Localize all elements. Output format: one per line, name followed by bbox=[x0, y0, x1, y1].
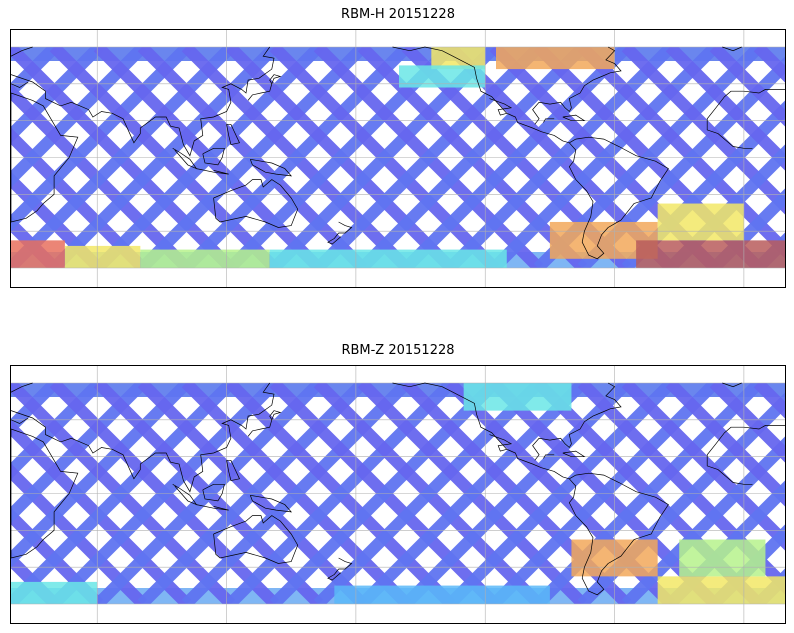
coastline bbox=[11, 417, 29, 424]
map-plot-rbm-z bbox=[11, 366, 785, 623]
coastline bbox=[11, 92, 79, 223]
coastlines-2 bbox=[11, 382, 785, 596]
coastline bbox=[338, 557, 353, 570]
coastline bbox=[196, 504, 229, 511]
coastline bbox=[11, 81, 29, 88]
coastline bbox=[338, 221, 353, 234]
value-region bbox=[399, 65, 486, 88]
coastline bbox=[722, 382, 742, 388]
gridlines-2 bbox=[11, 366, 785, 623]
coastline bbox=[172, 147, 198, 170]
value-region bbox=[64, 245, 141, 268]
coastline bbox=[11, 46, 33, 57]
coastline bbox=[226, 123, 241, 146]
chart-title-rbm-h: RBM-H 20151228 bbox=[341, 7, 455, 22]
coastline bbox=[11, 46, 275, 157]
coastline bbox=[568, 136, 669, 260]
north-margin bbox=[11, 366, 785, 383]
coastline bbox=[213, 179, 299, 228]
value-regions-1 bbox=[11, 47, 785, 268]
value-region bbox=[269, 249, 507, 268]
coastline bbox=[249, 494, 293, 513]
map-panel-rbm-z bbox=[10, 365, 786, 624]
coastline bbox=[706, 426, 753, 485]
value-region bbox=[11, 581, 98, 604]
coastline bbox=[327, 232, 342, 245]
coastline bbox=[543, 454, 555, 459]
coastline bbox=[247, 74, 282, 101]
value-region bbox=[431, 47, 486, 70]
coastline bbox=[213, 515, 299, 564]
coastline bbox=[568, 472, 669, 596]
south-margin bbox=[11, 604, 785, 623]
coastline bbox=[532, 382, 622, 461]
coastline bbox=[226, 459, 241, 482]
coastline bbox=[172, 483, 198, 506]
south-margin bbox=[11, 268, 785, 287]
value-region bbox=[496, 47, 615, 70]
coastline bbox=[543, 118, 555, 123]
gridlines-1 bbox=[11, 30, 785, 287]
value-region bbox=[334, 585, 550, 604]
coastline bbox=[562, 450, 586, 458]
coastline bbox=[11, 428, 79, 559]
coastline bbox=[562, 114, 586, 122]
value-region bbox=[11, 240, 65, 268]
coastline bbox=[722, 46, 742, 52]
value-regions-2 bbox=[11, 383, 785, 604]
value-region bbox=[679, 539, 766, 577]
coastline bbox=[532, 46, 622, 125]
coastline bbox=[489, 98, 513, 116]
coastline bbox=[489, 434, 513, 452]
value-region bbox=[657, 576, 785, 604]
value-region bbox=[636, 240, 785, 268]
coastline bbox=[202, 147, 225, 166]
coastline bbox=[247, 410, 282, 437]
coastline bbox=[392, 382, 570, 480]
coastline bbox=[392, 46, 570, 144]
coastline bbox=[327, 568, 342, 581]
coastline bbox=[743, 89, 785, 94]
value-region bbox=[140, 249, 270, 268]
map-plot-rbm-h bbox=[11, 30, 785, 287]
coastlines-1 bbox=[11, 46, 785, 260]
coastline bbox=[196, 168, 229, 175]
coastline bbox=[11, 382, 275, 493]
coastline bbox=[706, 90, 753, 149]
map-panel-rbm-h bbox=[10, 29, 786, 288]
value-region bbox=[657, 203, 744, 241]
coastline bbox=[11, 382, 33, 393]
coastline bbox=[249, 158, 293, 177]
value-region bbox=[463, 383, 572, 411]
north-margin bbox=[11, 30, 785, 47]
coastline bbox=[743, 425, 785, 430]
chart-title-rbm-z: RBM-Z 20151228 bbox=[341, 343, 455, 358]
coastline bbox=[202, 483, 225, 502]
